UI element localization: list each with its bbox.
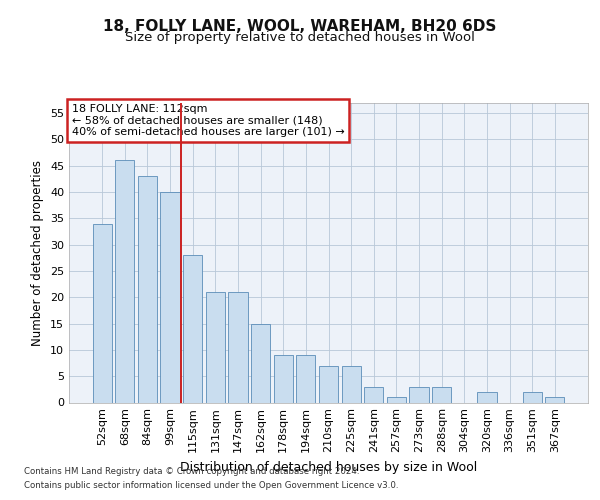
Bar (160, 192, 180, 402)
Bar (296, 355, 316, 403)
Bar (229, 292, 248, 403)
Bar (138, 176, 157, 402)
Text: Contains HM Land Registry data © Crown copyright and database right 2024.: Contains HM Land Registry data © Crown c… (24, 467, 359, 476)
Bar (341, 366, 361, 403)
Bar (206, 292, 225, 403)
Bar (545, 397, 565, 402)
Bar (92, 224, 112, 402)
Y-axis label: Number of detached properties: Number of detached properties (31, 160, 44, 346)
Text: Contains public sector information licensed under the Open Government Licence v3: Contains public sector information licen… (24, 481, 398, 490)
Bar (183, 255, 202, 402)
Bar (274, 355, 293, 403)
Bar (409, 386, 428, 402)
Bar (251, 324, 270, 402)
Text: 18, FOLLY LANE, WOOL, WAREHAM, BH20 6DS: 18, FOLLY LANE, WOOL, WAREHAM, BH20 6DS (103, 19, 497, 34)
Bar (115, 160, 134, 402)
Bar (523, 392, 542, 402)
Text: 18 FOLLY LANE: 112sqm
← 58% of detached houses are smaller (148)
40% of semi-det: 18 FOLLY LANE: 112sqm ← 58% of detached … (71, 104, 344, 137)
Bar (387, 397, 406, 402)
Bar (364, 386, 383, 402)
X-axis label: Distribution of detached houses by size in Wool: Distribution of detached houses by size … (180, 461, 477, 474)
Bar (319, 366, 338, 403)
Bar (477, 392, 497, 402)
Text: Size of property relative to detached houses in Wool: Size of property relative to detached ho… (125, 31, 475, 44)
Bar (432, 386, 451, 402)
